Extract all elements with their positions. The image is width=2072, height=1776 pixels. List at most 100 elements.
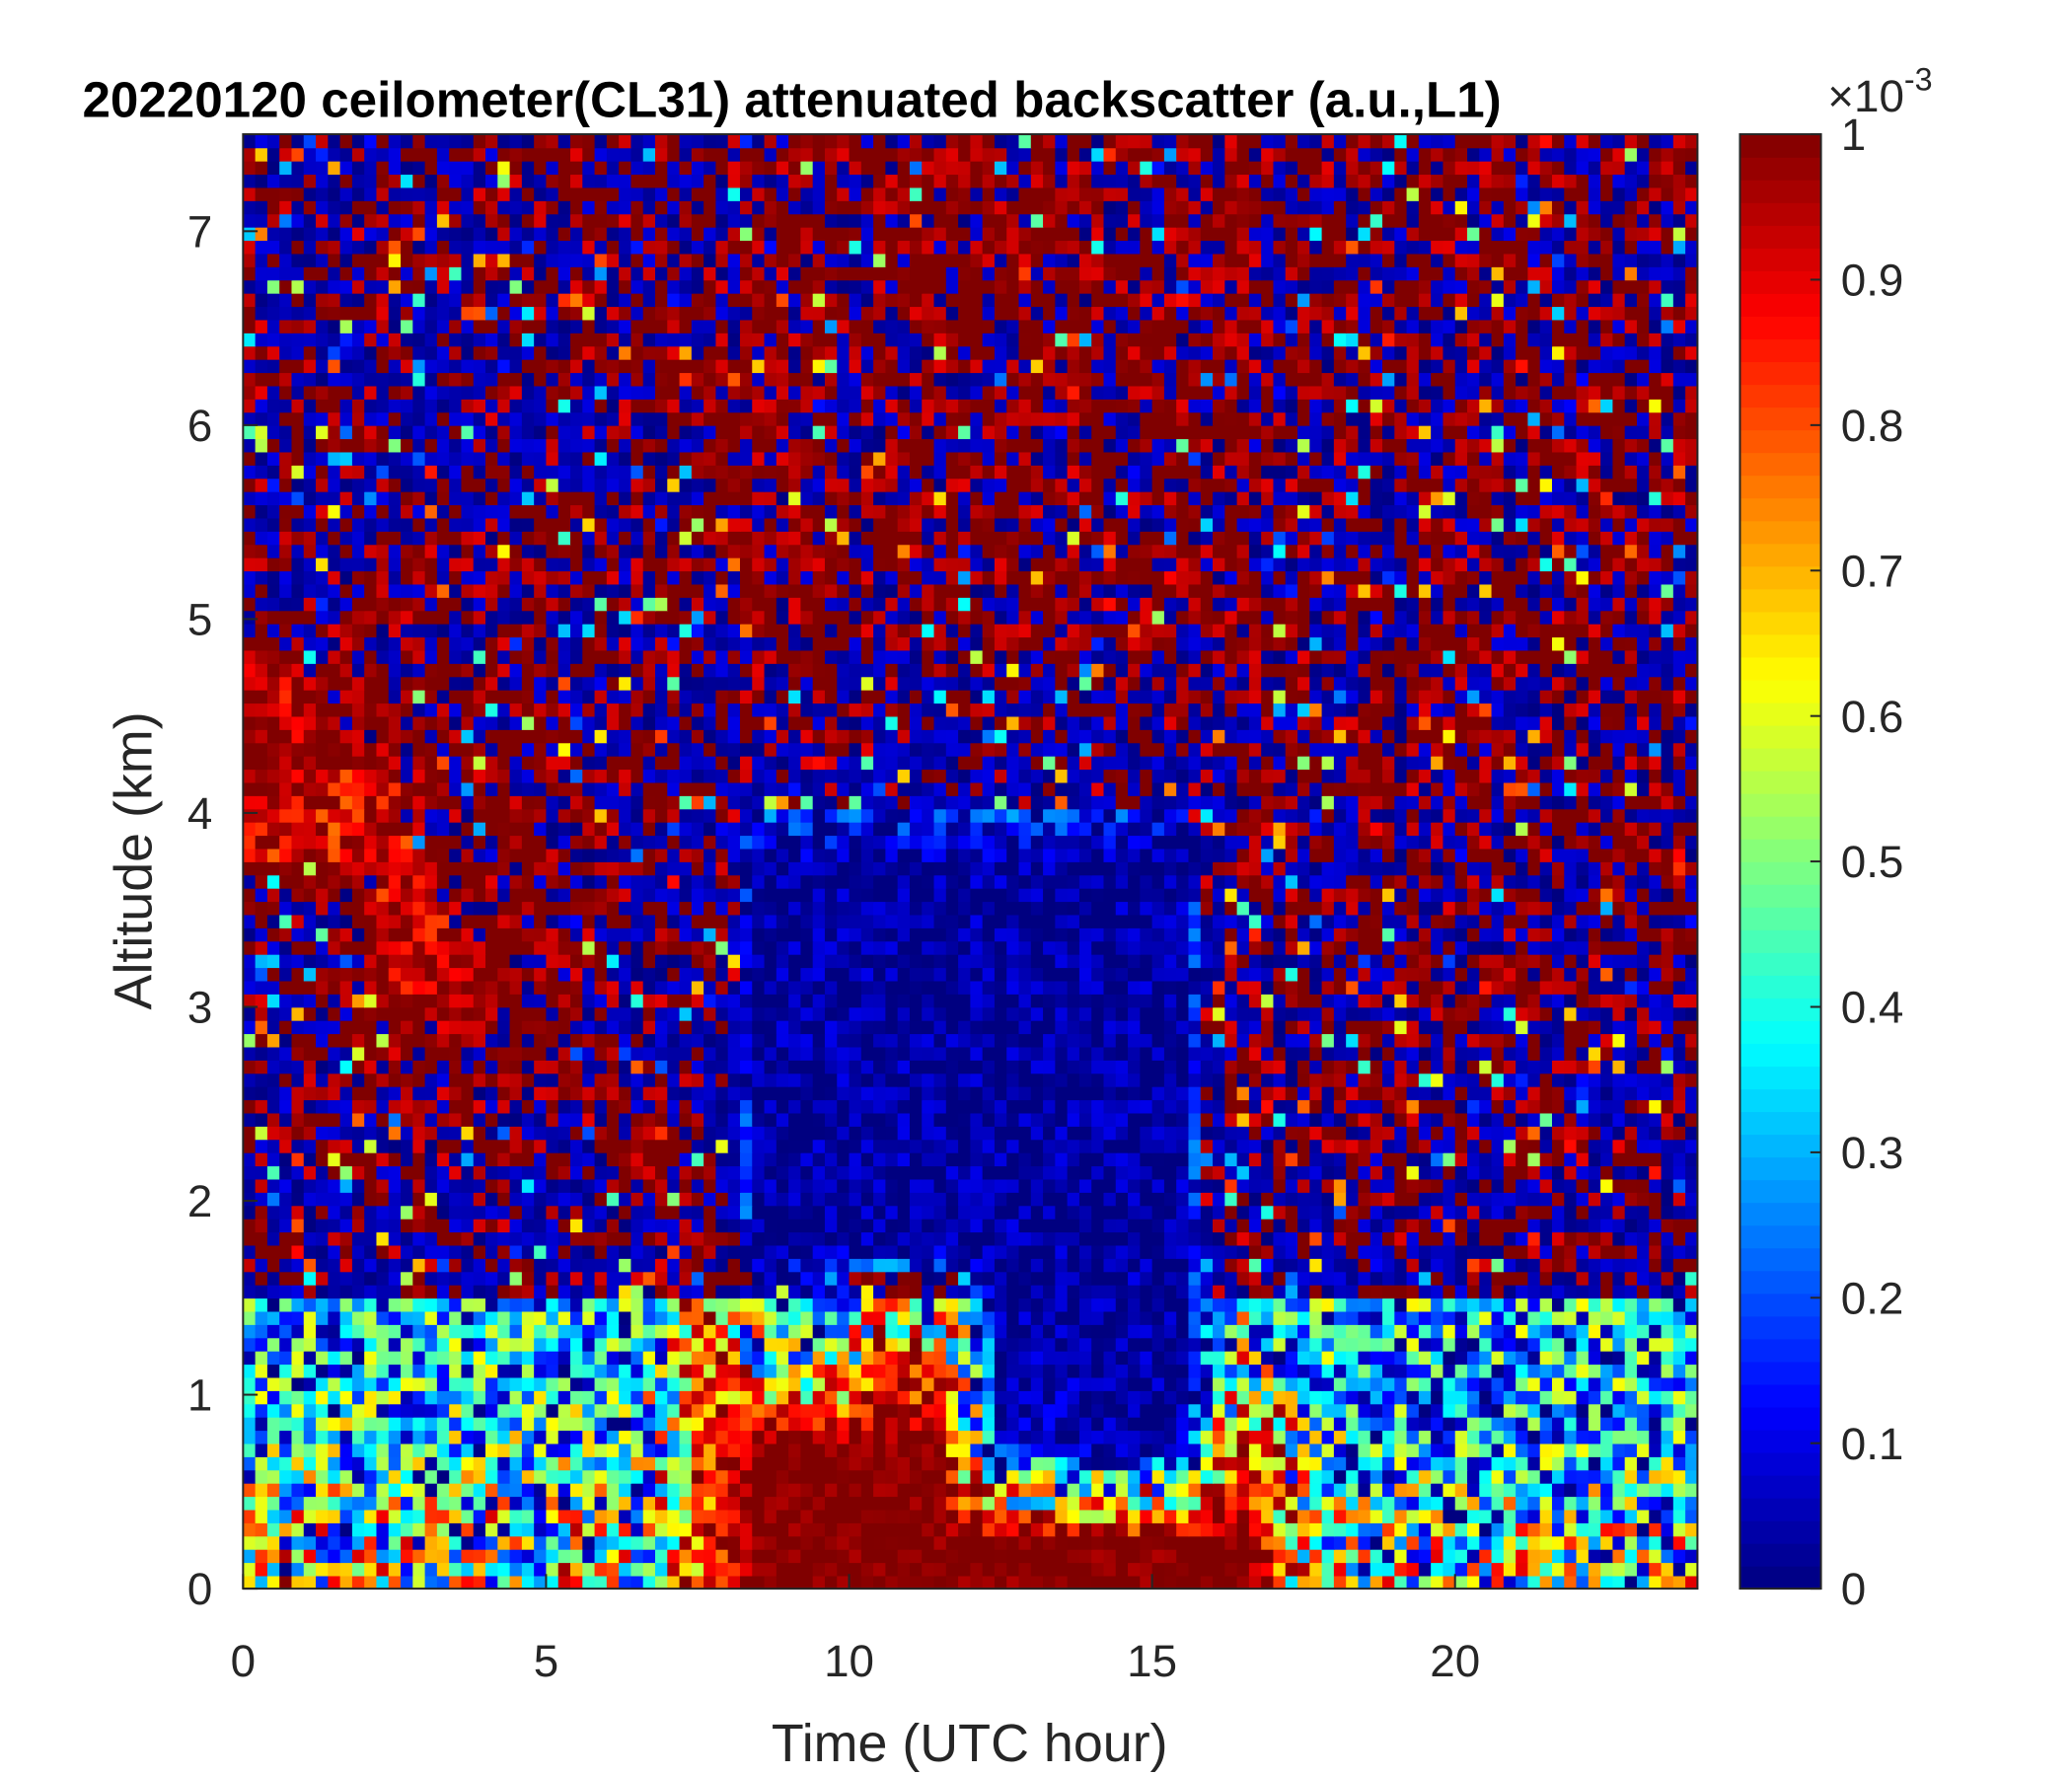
heatmap-cell — [715, 1403, 729, 1418]
heatmap-cell — [497, 1416, 511, 1432]
heatmap-cell — [970, 1416, 984, 1432]
heatmap-cell — [1321, 1151, 1335, 1167]
heatmap-cell — [266, 1496, 280, 1511]
heatmap-cell — [715, 1151, 729, 1167]
heatmap-cell — [1539, 1496, 1553, 1511]
heatmap-cell — [279, 1073, 293, 1087]
heatmap-cell — [873, 1390, 887, 1405]
heatmap-cell — [388, 1535, 402, 1550]
heatmap-cell — [1273, 1482, 1287, 1498]
heatmap-cell — [897, 1126, 911, 1141]
heatmap-cell — [1091, 1456, 1105, 1471]
heatmap-cell — [849, 1376, 862, 1391]
heatmap-cell — [1576, 1482, 1590, 1498]
heatmap-cell — [873, 1112, 887, 1127]
heatmap-cell — [837, 1416, 851, 1432]
heatmap-cell — [1163, 1509, 1177, 1523]
heatmap-cell — [739, 1205, 754, 1220]
heatmap-cell — [1527, 1244, 1541, 1259]
heatmap-cell — [1176, 1403, 1190, 1418]
heatmap-cell — [1661, 1112, 1674, 1127]
heatmap-cell — [1418, 1205, 1432, 1220]
heatmap-cell — [339, 1033, 353, 1048]
heatmap-cell — [1503, 1310, 1517, 1325]
heatmap-cell — [1103, 1165, 1117, 1180]
heatmap-cell — [1078, 1085, 1093, 1101]
heatmap-cell — [1273, 1297, 1287, 1312]
heatmap-cell — [654, 1364, 669, 1378]
heatmap-cell — [1479, 1482, 1493, 1498]
heatmap-cell — [1006, 1112, 1020, 1127]
heatmap-cell — [449, 1456, 463, 1471]
heatmap-cell — [1406, 1535, 1420, 1550]
heatmap-cell — [1346, 1376, 1360, 1391]
heatmap-cell — [557, 1218, 571, 1233]
heatmap-cell — [764, 1364, 777, 1378]
heatmap-cell — [1043, 1046, 1057, 1061]
heatmap-cell — [485, 1126, 499, 1141]
heatmap-cell — [509, 1310, 523, 1325]
heatmap-cell — [461, 1337, 475, 1352]
heatmap-cell — [485, 1575, 499, 1590]
heatmap-cell — [642, 1139, 656, 1153]
heatmap-cell — [388, 1231, 402, 1246]
heatmap-cell — [546, 1231, 559, 1246]
heatmap-cell — [619, 1046, 632, 1061]
heatmap-cell — [1030, 1469, 1044, 1484]
heatmap-cell — [521, 1535, 535, 1550]
heatmap-cell — [1576, 1244, 1590, 1259]
heatmap-cell — [376, 1205, 390, 1220]
heatmap-cell — [1346, 1364, 1360, 1378]
heatmap-cell — [449, 1376, 463, 1391]
heatmap-cell — [1309, 1337, 1323, 1352]
heatmap-cell — [679, 1496, 693, 1511]
heatmap-cell — [1443, 1178, 1456, 1193]
heatmap-cell — [1527, 1337, 1541, 1352]
heatmap-cell — [727, 1297, 741, 1312]
heatmap-cell — [630, 1364, 644, 1378]
heatmap-cell — [812, 1139, 826, 1153]
heatmap-cell — [1321, 1218, 1335, 1233]
heatmap-cell — [1128, 1139, 1142, 1153]
heatmap-cell — [1151, 1046, 1165, 1061]
heatmap-cell — [1140, 1337, 1153, 1352]
heatmap-cell — [727, 1046, 741, 1061]
heatmap-cell — [1382, 1337, 1396, 1352]
heatmap-cell — [1163, 1126, 1177, 1141]
heatmap-cell — [1285, 1165, 1298, 1180]
heatmap-cell — [557, 1469, 571, 1484]
heatmap-cell — [534, 1443, 548, 1457]
heatmap-cell — [534, 1562, 548, 1577]
heatmap-cell — [1406, 1192, 1420, 1207]
heatmap-cell — [303, 1139, 317, 1153]
heatmap-cell — [424, 1324, 438, 1339]
heatmap-cell — [606, 1456, 620, 1471]
heatmap-cell — [1115, 1218, 1129, 1233]
heatmap-cell — [739, 1126, 754, 1141]
heatmap-cell — [424, 1284, 438, 1299]
heatmap-cell — [1273, 1205, 1287, 1220]
heatmap-cell — [509, 1085, 523, 1101]
heatmap-cell — [1200, 1496, 1214, 1511]
heatmap-cell — [922, 1509, 935, 1523]
heatmap-cell — [436, 1430, 450, 1444]
heatmap-cell — [582, 1337, 596, 1352]
heatmap-cell — [1551, 1284, 1566, 1299]
heatmap-cell — [1358, 1575, 1371, 1590]
heatmap-cell — [958, 1575, 972, 1590]
heatmap-cell — [1612, 1350, 1626, 1366]
heatmap-cell — [582, 1390, 596, 1405]
heatmap-cell — [1431, 1376, 1444, 1391]
heatmap-cell — [1333, 1165, 1347, 1180]
heatmap-cell — [328, 1548, 341, 1564]
heatmap-cell — [1091, 1046, 1105, 1061]
heatmap-cell — [1297, 1443, 1311, 1457]
heatmap-cell — [1018, 1033, 1032, 1048]
heatmap-cell — [764, 1112, 777, 1127]
heatmap-cell — [1128, 1403, 1142, 1418]
heatmap-cell — [1685, 1205, 1699, 1220]
heatmap-cell — [388, 1403, 402, 1418]
heatmap-cell — [994, 1139, 1008, 1153]
heatmap-cell — [1297, 1482, 1311, 1498]
heatmap-cell — [401, 1562, 414, 1577]
